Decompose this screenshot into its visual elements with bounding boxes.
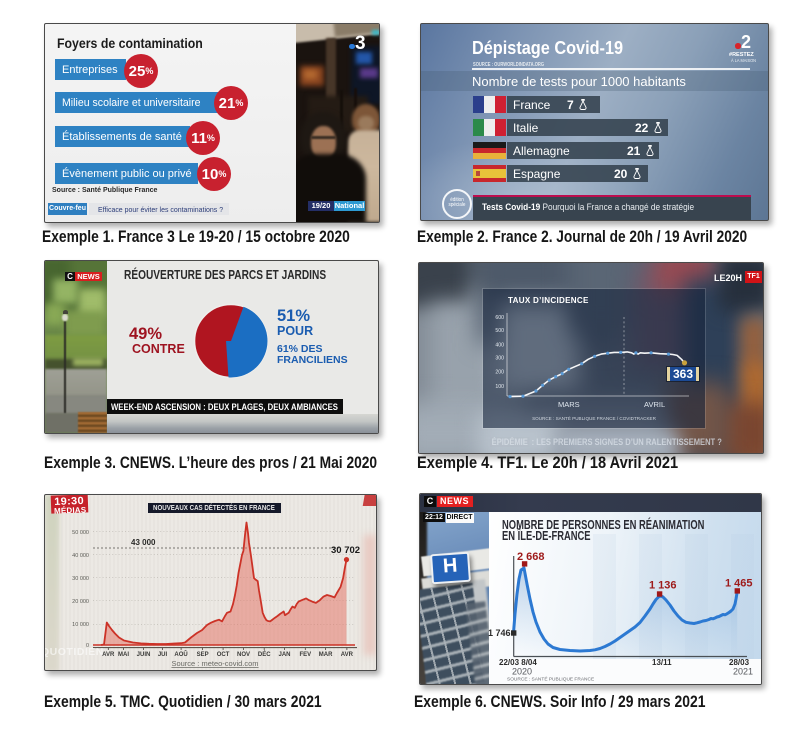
- svg-text:2020: 2020: [512, 667, 532, 677]
- svg-text:SOURCE : SANTÉ PUBLIQUE FRANCE: SOURCE : SANTÉ PUBLIQUE FRANCE: [507, 676, 594, 683]
- svg-text:500: 500: [495, 328, 504, 334]
- svg-text:2021: 2021: [733, 667, 753, 677]
- svg-text:Source : meteo-covid.com: Source : meteo-covid.com: [171, 659, 258, 668]
- svg-text:30 000: 30 000: [72, 576, 89, 582]
- svg-text:50 000: 50 000: [72, 530, 89, 536]
- svg-text:1 465: 1 465: [725, 578, 753, 590]
- svg-text:JAN: JAN: [278, 652, 290, 658]
- svg-text:22/03 8/04: 22/03 8/04: [499, 658, 537, 667]
- svg-text:100: 100: [495, 384, 504, 390]
- svg-text:MARS: MARS: [558, 400, 580, 409]
- svg-text:13/11: 13/11: [652, 658, 672, 667]
- svg-text:OCT: OCT: [217, 652, 230, 658]
- svg-text:SEP: SEP: [197, 652, 209, 658]
- svg-text:400: 400: [495, 343, 504, 349]
- svg-text:FEV: FEV: [299, 652, 311, 658]
- svg-text:AOÛ: AOÛ: [174, 651, 187, 658]
- svg-text:43 000: 43 000: [131, 538, 156, 547]
- svg-text:MAR: MAR: [319, 652, 333, 658]
- svg-text:28/03: 28/03: [729, 658, 750, 667]
- svg-text:20 000: 20 000: [72, 599, 89, 605]
- svg-text:AVR: AVR: [102, 652, 115, 658]
- svg-text:30 702: 30 702: [331, 545, 360, 556]
- svg-text:NOV: NOV: [237, 652, 250, 658]
- svg-text:40 000: 40 000: [72, 553, 89, 559]
- svg-text:10 000: 10 000: [72, 622, 89, 628]
- svg-text:200: 200: [495, 370, 504, 376]
- svg-text:1 746: 1 746: [488, 628, 511, 638]
- svg-text:DÉC: DÉC: [258, 650, 271, 658]
- svg-text:MAI: MAI: [118, 652, 129, 658]
- svg-text:AVR: AVR: [341, 652, 354, 658]
- svg-text:1 136: 1 136: [649, 580, 677, 592]
- svg-text:2 668: 2 668: [517, 551, 545, 563]
- svg-text:AVRIL: AVRIL: [644, 400, 665, 409]
- svg-text:SOURCE : SANTÉ PUBLIQUE FRANCE: SOURCE : SANTÉ PUBLIQUE FRANCE / COVIDTR…: [532, 415, 656, 421]
- svg-text:600: 600: [495, 315, 504, 321]
- svg-text:0: 0: [86, 643, 89, 649]
- svg-text:JUI: JUI: [158, 652, 168, 658]
- svg-text:JUIN: JUIN: [137, 652, 151, 658]
- svg-text:300: 300: [495, 356, 504, 362]
